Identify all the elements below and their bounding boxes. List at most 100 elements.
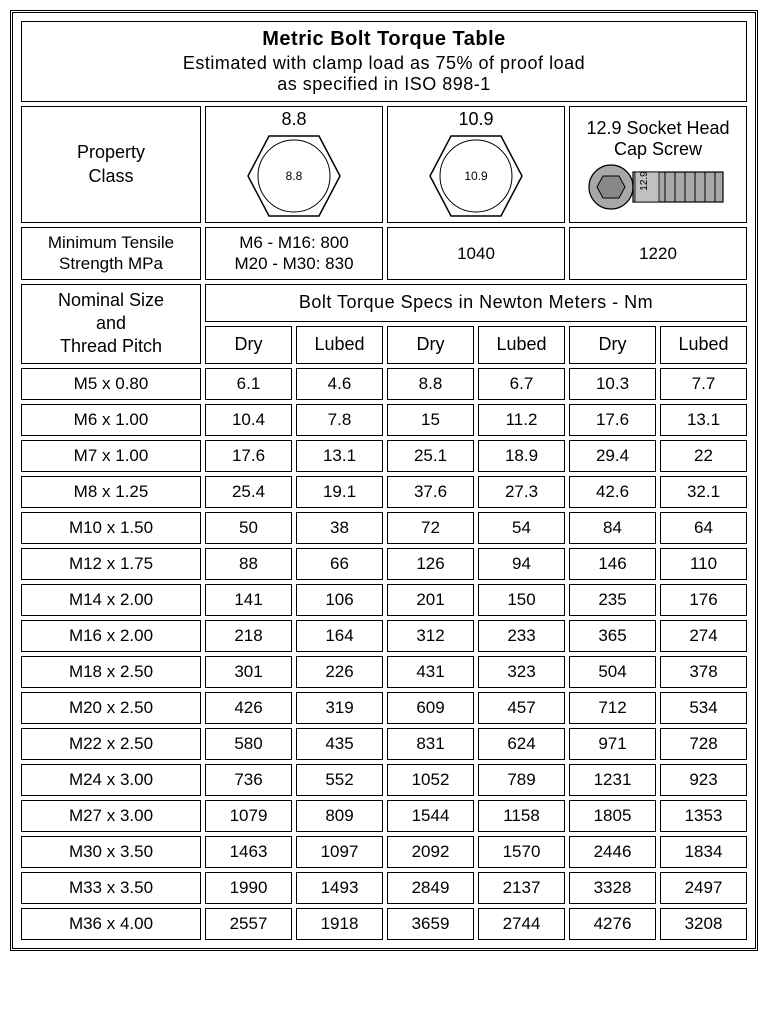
value-cell: 8.8 bbox=[387, 368, 474, 400]
value-cell: 319 bbox=[296, 692, 383, 724]
value-cell: 235 bbox=[569, 584, 656, 616]
table-row: M12 x 1.75886612694146110 bbox=[21, 548, 747, 580]
value-cell: 431 bbox=[387, 656, 474, 688]
value-cell: 3659 bbox=[387, 908, 474, 940]
value-cell: 1570 bbox=[478, 836, 565, 868]
svg-text:12.9: 12.9 bbox=[639, 170, 650, 190]
value-cell: 13.1 bbox=[296, 440, 383, 472]
value-cell: 809 bbox=[296, 800, 383, 832]
sub-header-2: Dry bbox=[387, 326, 474, 364]
value-cell: 736 bbox=[205, 764, 292, 796]
tensile-8-8: M6 - M16: 800 M20 - M30: 830 bbox=[205, 227, 383, 280]
value-cell: 3208 bbox=[660, 908, 747, 940]
value-cell: 552 bbox=[296, 764, 383, 796]
title-sub-1: Estimated with clamp load as 75% of proo… bbox=[28, 53, 740, 74]
value-cell: 27.3 bbox=[478, 476, 565, 508]
socket-head-cap-screw-icon: 12.9 bbox=[583, 162, 733, 212]
value-cell: 141 bbox=[205, 584, 292, 616]
value-cell: 6.7 bbox=[478, 368, 565, 400]
hex-bolt-10-9-icon: 10.9 bbox=[426, 132, 526, 220]
table-row: M20 x 2.50426319609457712534 bbox=[21, 692, 747, 724]
class-12-9-cell: 12.9 Socket Head Cap Screw 12.9 bbox=[569, 106, 747, 223]
table-title-cell: Metric Bolt Torque Table Estimated with … bbox=[21, 21, 747, 102]
value-cell: 32.1 bbox=[660, 476, 747, 508]
value-cell: 1834 bbox=[660, 836, 747, 868]
table-row: M24 x 3.0073655210527891231923 bbox=[21, 764, 747, 796]
value-cell: 1463 bbox=[205, 836, 292, 868]
tensile-label: Minimum Tensile Strength MPa bbox=[21, 227, 201, 280]
table-row: M27 x 3.0010798091544115818051353 bbox=[21, 800, 747, 832]
size-cell: M22 x 2.50 bbox=[21, 728, 201, 760]
value-cell: 2137 bbox=[478, 872, 565, 904]
class-8-8-cell: 8.8 8.8 bbox=[205, 106, 383, 223]
value-cell: 1052 bbox=[387, 764, 474, 796]
torque-specs-header: Bolt Torque Specs in Newton Meters - Nm bbox=[205, 284, 747, 322]
title-main: Metric Bolt Torque Table bbox=[28, 28, 740, 51]
value-cell: 312 bbox=[387, 620, 474, 652]
value-cell: 3328 bbox=[569, 872, 656, 904]
table-row: M5 x 0.806.14.68.86.710.37.7 bbox=[21, 368, 747, 400]
value-cell: 378 bbox=[660, 656, 747, 688]
value-cell: 4276 bbox=[569, 908, 656, 940]
table-row: M10 x 1.50503872548464 bbox=[21, 512, 747, 544]
value-cell: 1079 bbox=[205, 800, 292, 832]
value-cell: 218 bbox=[205, 620, 292, 652]
size-cell: M20 x 2.50 bbox=[21, 692, 201, 724]
value-cell: 923 bbox=[660, 764, 747, 796]
value-cell: 29.4 bbox=[569, 440, 656, 472]
size-cell: M10 x 1.50 bbox=[21, 512, 201, 544]
tensile-12-9: 1220 bbox=[569, 227, 747, 280]
value-cell: 1918 bbox=[296, 908, 383, 940]
property-class-label: Property Class bbox=[21, 106, 201, 223]
size-cell: M14 x 2.00 bbox=[21, 584, 201, 616]
value-cell: 728 bbox=[660, 728, 747, 760]
value-cell: 17.6 bbox=[569, 404, 656, 436]
value-cell: 624 bbox=[478, 728, 565, 760]
hex-bolt-8-8-icon: 8.8 bbox=[244, 132, 344, 220]
value-cell: 22 bbox=[660, 440, 747, 472]
size-cell: M7 x 1.00 bbox=[21, 440, 201, 472]
table-row: M6 x 1.0010.47.81511.217.613.1 bbox=[21, 404, 747, 436]
value-cell: 426 bbox=[205, 692, 292, 724]
value-cell: 126 bbox=[387, 548, 474, 580]
size-cell: M27 x 3.00 bbox=[21, 800, 201, 832]
value-cell: 72 bbox=[387, 512, 474, 544]
value-cell: 365 bbox=[569, 620, 656, 652]
table-row: M8 x 1.2525.419.137.627.342.632.1 bbox=[21, 476, 747, 508]
value-cell: 2557 bbox=[205, 908, 292, 940]
size-cell: M8 x 1.25 bbox=[21, 476, 201, 508]
value-cell: 15 bbox=[387, 404, 474, 436]
value-cell: 971 bbox=[569, 728, 656, 760]
value-cell: 712 bbox=[569, 692, 656, 724]
value-cell: 164 bbox=[296, 620, 383, 652]
size-cell: M12 x 1.75 bbox=[21, 548, 201, 580]
value-cell: 1493 bbox=[296, 872, 383, 904]
value-cell: 25.4 bbox=[205, 476, 292, 508]
sub-header-3: Lubed bbox=[478, 326, 565, 364]
value-cell: 42.6 bbox=[569, 476, 656, 508]
class-10-9-label: 10.9 bbox=[390, 109, 562, 130]
value-cell: 323 bbox=[478, 656, 565, 688]
size-cell: M30 x 3.50 bbox=[21, 836, 201, 868]
value-cell: 18.9 bbox=[478, 440, 565, 472]
table-row: M22 x 2.50580435831624971728 bbox=[21, 728, 747, 760]
value-cell: 831 bbox=[387, 728, 474, 760]
value-cell: 789 bbox=[478, 764, 565, 796]
value-cell: 1990 bbox=[205, 872, 292, 904]
value-cell: 150 bbox=[478, 584, 565, 616]
value-cell: 146 bbox=[569, 548, 656, 580]
torque-table-container: Metric Bolt Torque Table Estimated with … bbox=[10, 10, 758, 951]
value-cell: 106 bbox=[296, 584, 383, 616]
value-cell: 504 bbox=[569, 656, 656, 688]
value-cell: 1158 bbox=[478, 800, 565, 832]
size-cell: M16 x 2.00 bbox=[21, 620, 201, 652]
table-row: M14 x 2.00141106201150235176 bbox=[21, 584, 747, 616]
sub-header-4: Dry bbox=[569, 326, 656, 364]
value-cell: 2446 bbox=[569, 836, 656, 868]
value-cell: 10.4 bbox=[205, 404, 292, 436]
value-cell: 233 bbox=[478, 620, 565, 652]
value-cell: 88 bbox=[205, 548, 292, 580]
svg-text:10.9: 10.9 bbox=[464, 169, 488, 183]
value-cell: 94 bbox=[478, 548, 565, 580]
value-cell: 226 bbox=[296, 656, 383, 688]
